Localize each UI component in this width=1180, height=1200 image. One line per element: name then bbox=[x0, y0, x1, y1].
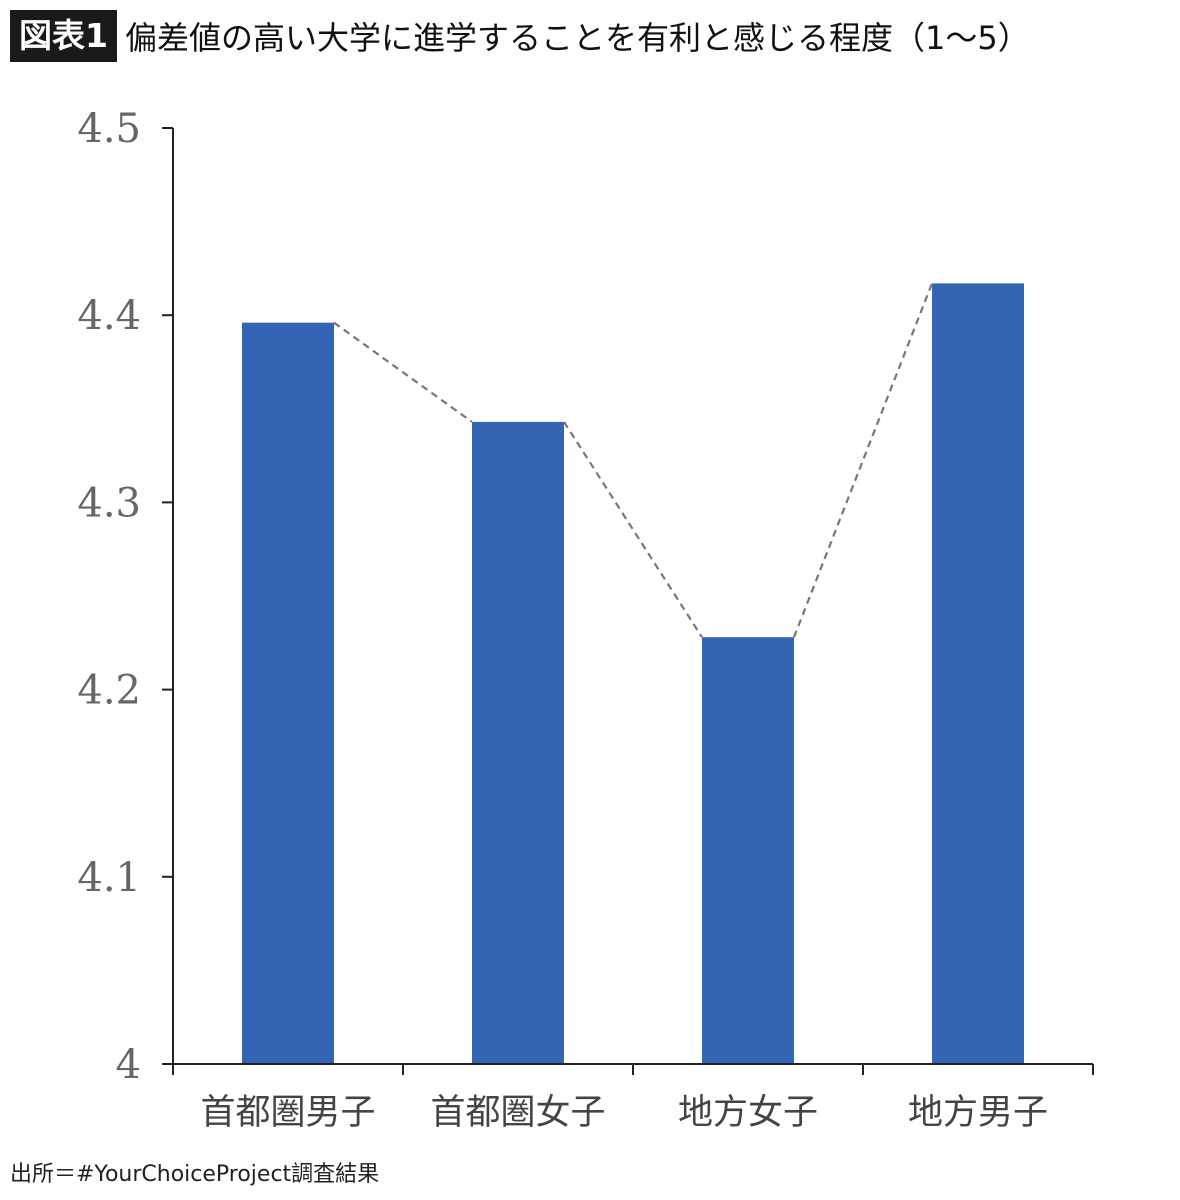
connector-line-1 bbox=[333, 321, 473, 423]
y-tick-label-6: 4.5 bbox=[77, 106, 141, 152]
x-category-label-2: 首都圏女子 bbox=[430, 1093, 605, 1133]
y-tick-label-3: 4.2 bbox=[77, 668, 141, 714]
y-tick-label-1: 4 bbox=[116, 1042, 141, 1088]
bar-4 bbox=[932, 283, 1024, 1065]
y-tick-label-4: 4.3 bbox=[77, 480, 141, 526]
source-note: 出所＝#YourChoiceProject調査結果 bbox=[10, 1162, 380, 1187]
figure-label: 図表1 bbox=[10, 10, 117, 62]
y-tick-label-5: 4.4 bbox=[77, 293, 141, 339]
connector-line-3 bbox=[792, 282, 934, 638]
bar-1 bbox=[242, 322, 334, 1064]
x-category-label-4: 地方男子 bbox=[908, 1093, 1048, 1133]
bar-2 bbox=[472, 421, 564, 1064]
bar-chart: 4 4.1 4.2 4.3 4.4 4.5 首都圏男子 首都圏女子 地方女子 地方男子 bbox=[77, 106, 1094, 1133]
bar-3 bbox=[702, 637, 794, 1064]
chart-header: 図表1 偏差値の高い大学に進学することを有利と感じる程度（1〜5） bbox=[10, 8, 1030, 64]
y-tick-label-2: 4.1 bbox=[77, 855, 141, 901]
chart-title: 偏差値の高い大学に進学することを有利と感じる程度（1〜5） bbox=[124, 19, 1030, 57]
x-category-label-3: 地方女子 bbox=[678, 1093, 818, 1133]
x-category-label-1: 首都圏男子 bbox=[200, 1093, 375, 1133]
connector-line-2 bbox=[563, 421, 703, 638]
